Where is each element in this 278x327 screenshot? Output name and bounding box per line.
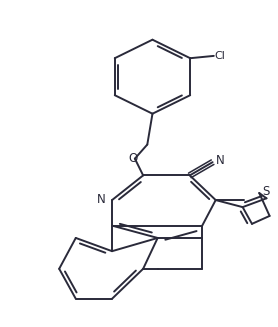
Text: S: S bbox=[262, 185, 269, 198]
Text: N: N bbox=[215, 154, 224, 167]
Text: N: N bbox=[97, 193, 106, 206]
Text: Cl: Cl bbox=[215, 51, 225, 61]
Text: O: O bbox=[129, 152, 138, 165]
